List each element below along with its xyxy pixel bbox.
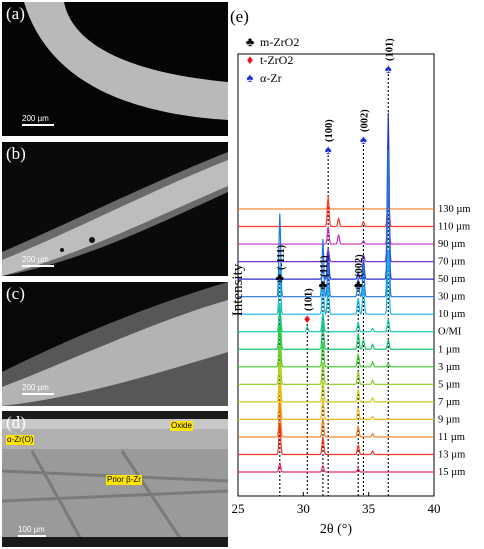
series-label: 110 µm bbox=[438, 222, 470, 233]
x-tick-label: 25 bbox=[232, 501, 245, 516]
series-line bbox=[238, 250, 434, 316]
series-group bbox=[238, 112, 434, 473]
legend-entry: α-Zr bbox=[260, 71, 282, 85]
series-line bbox=[238, 422, 434, 456]
series-label: 3 µm bbox=[438, 362, 460, 373]
peak-label: (002) bbox=[354, 254, 365, 277]
panel-label-e: (e) bbox=[230, 7, 249, 26]
micrograph-a: (a) 200 µm bbox=[2, 2, 228, 136]
scale-bar-b bbox=[22, 265, 54, 267]
peak-label: (100) bbox=[324, 119, 335, 142]
micrograph-c-image bbox=[2, 282, 228, 406]
plot-frame bbox=[237, 53, 435, 497]
xrd-chart: 130 µm 110 µm 90 µm 70 µm 50 µm 30 µm 10 µm O/M… bbox=[230, 7, 471, 537]
series-label: 5 µm bbox=[438, 379, 460, 390]
scale-label-d: 100 µm bbox=[18, 525, 45, 534]
series-line bbox=[238, 149, 434, 298]
legend-entry: t-ZrO2 bbox=[260, 53, 293, 67]
series-label: O/MI bbox=[438, 327, 462, 338]
peak-marker: ♠ bbox=[385, 61, 392, 76]
series-label: 1 µm bbox=[438, 344, 460, 355]
y-axis-label: Intensity bbox=[230, 263, 246, 316]
series-line bbox=[238, 181, 434, 228]
x-axis-label: 2θ (°) bbox=[320, 522, 352, 537]
scale-bar-d bbox=[18, 535, 46, 537]
series-label: 13 µm bbox=[438, 449, 465, 460]
series-line bbox=[238, 192, 434, 245]
micrograph-c: (c) 200 µm bbox=[2, 282, 228, 406]
x-ticks: 25 30 35 40 bbox=[232, 492, 441, 516]
scale-bar-c bbox=[22, 393, 54, 395]
peak-marker: ♠ bbox=[325, 142, 332, 157]
peak-markers: ♣(-111)♦(101)♣(111)♠(100)♣(002)♠(002)♠(1… bbox=[276, 38, 396, 326]
peak-label: (101) bbox=[384, 38, 395, 61]
prior-beta-zr-tag: Prior β-Zr bbox=[106, 475, 142, 485]
peak-marker: ♦ bbox=[304, 311, 311, 326]
scale-bar-a bbox=[22, 124, 54, 126]
series-line bbox=[238, 384, 434, 420]
series-line bbox=[238, 304, 434, 350]
peak-marker: ♣ bbox=[276, 270, 285, 285]
micrograph-a-image bbox=[2, 2, 228, 136]
series-label: 130 µm bbox=[438, 204, 471, 215]
series-label: 7 µm bbox=[438, 397, 460, 408]
x-tick-label: 30 bbox=[297, 501, 310, 516]
scale-label-c: 200 µm bbox=[22, 383, 49, 392]
series-label: 70 µm bbox=[438, 257, 465, 268]
micrograph-b-image bbox=[2, 142, 228, 276]
x-tick-label: 35 bbox=[362, 501, 375, 516]
panel-label-c: (c) bbox=[6, 284, 25, 303]
peak-label: (-111) bbox=[276, 244, 287, 270]
series-label: 11 µm bbox=[438, 432, 465, 443]
legend: ♣ m-ZrO2 ♦ t-ZrO2 ♠ α-Zr bbox=[246, 34, 300, 85]
panel-label-d: (d) bbox=[6, 413, 26, 432]
series-line bbox=[238, 204, 434, 210]
peak-label: (101) bbox=[303, 288, 314, 311]
series-label: 10 µm bbox=[438, 309, 465, 320]
legend-symbol: ♠ bbox=[247, 70, 254, 85]
panel-label-a: (a) bbox=[6, 4, 25, 23]
chart-axes bbox=[237, 53, 435, 497]
scale-label-b: 200 µm bbox=[22, 255, 49, 264]
panel-label-b: (b) bbox=[6, 144, 26, 163]
micrograph-d-image bbox=[2, 411, 228, 547]
micrograph-b: (b) 200 µm bbox=[2, 142, 228, 276]
series-line bbox=[238, 401, 434, 438]
series-line bbox=[238, 345, 434, 385]
scale-label-a: 200 µm bbox=[22, 114, 49, 123]
series-label: 15 µm bbox=[438, 467, 465, 478]
micrograph-d: (d) Oxide α-Zr(O) Prior β-Zr 100 µm bbox=[2, 411, 228, 547]
peak-label: (002) bbox=[359, 109, 370, 132]
series-line bbox=[238, 462, 434, 473]
series-line bbox=[238, 363, 434, 403]
series-line bbox=[238, 325, 434, 368]
series-label: 50 µm bbox=[438, 274, 465, 285]
peak-marker: ♣ bbox=[319, 277, 328, 292]
series-label: 30 µm bbox=[438, 292, 465, 303]
peak-marker: ♣ bbox=[354, 277, 363, 292]
series-labels: 130 µm 110 µm 90 µm 70 µm 50 µm 30 µm 10 µm O/M… bbox=[438, 204, 471, 478]
series-line bbox=[238, 302, 434, 333]
x-tick-label: 40 bbox=[428, 501, 441, 516]
series-line bbox=[238, 112, 434, 280]
oxide-tag: Oxide bbox=[170, 421, 193, 431]
series-label: 9 µm bbox=[438, 414, 460, 425]
legend-symbol: ♣ bbox=[246, 34, 255, 49]
alpha-zr-tag: α-Zr(O) bbox=[6, 435, 35, 445]
legend-entry: m-ZrO2 bbox=[260, 35, 299, 49]
legend-symbol: ♦ bbox=[247, 52, 254, 67]
series-line bbox=[238, 130, 434, 263]
peak-marker: ♠ bbox=[360, 132, 367, 147]
series-label: 90 µm bbox=[438, 239, 465, 250]
peak-label: (111) bbox=[319, 255, 330, 277]
